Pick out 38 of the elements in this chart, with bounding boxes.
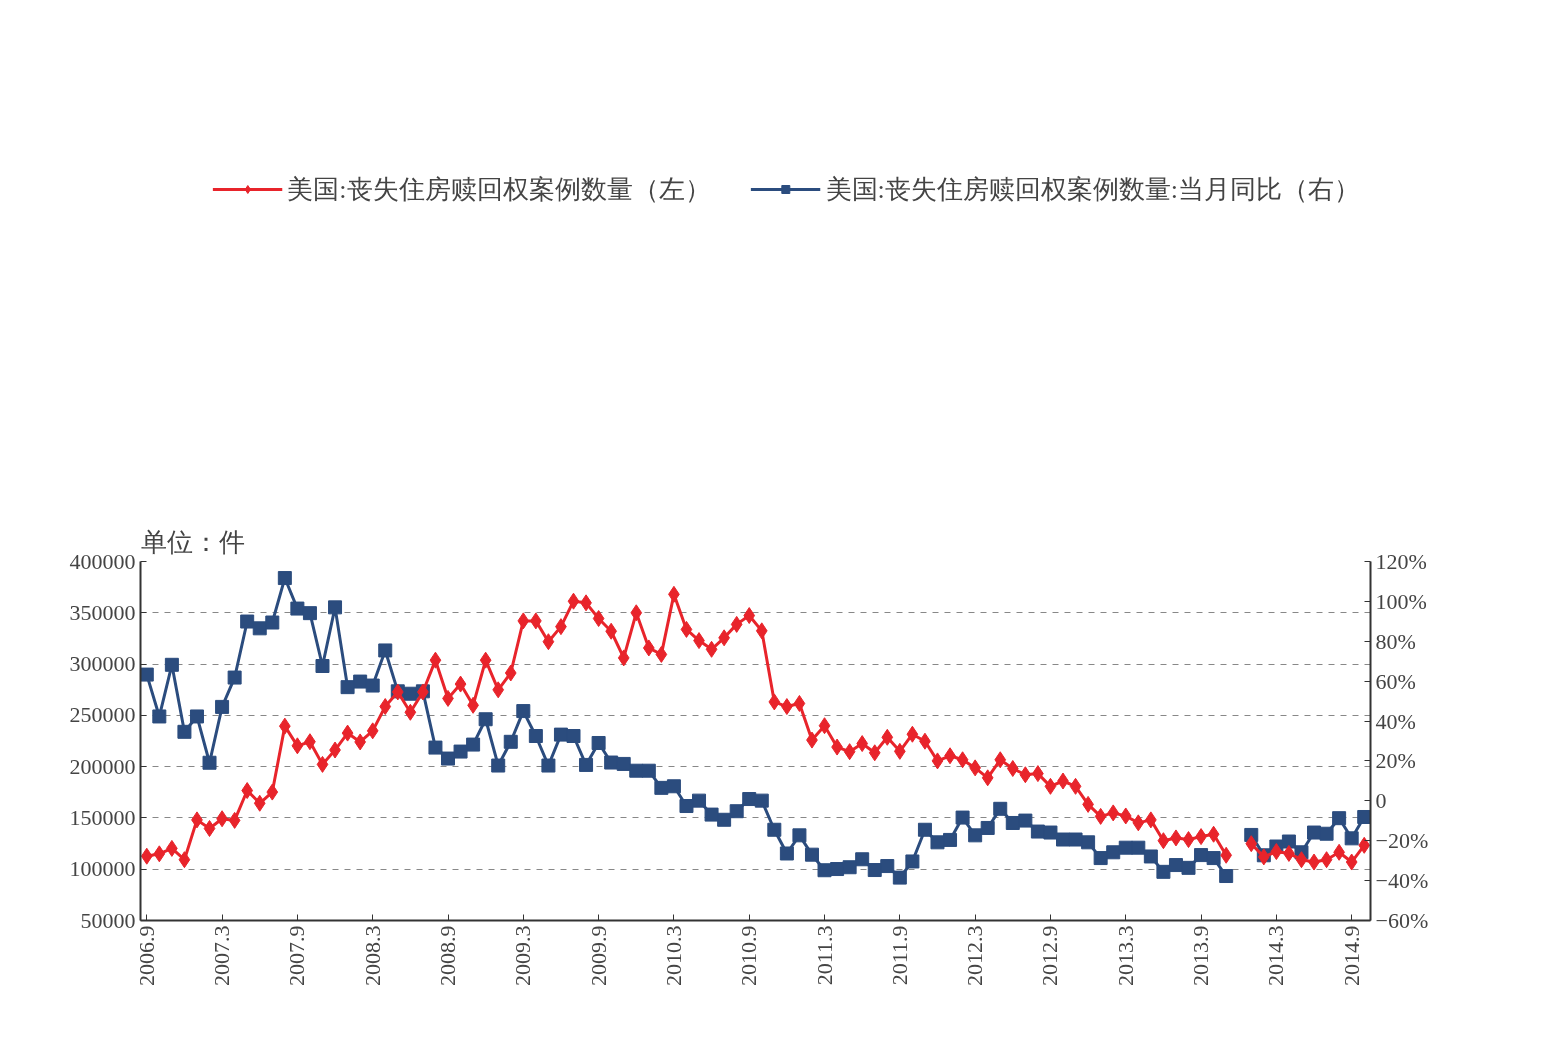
y-tick-label: 50000 xyxy=(80,907,136,933)
x-tick-label: 2010.3 xyxy=(660,925,686,986)
legend-label: 美国:丧失住房赎回权案例数量（左） xyxy=(287,173,711,206)
y2-tick-label: −60% xyxy=(1375,908,1429,933)
x-tick-label: 2014.9 xyxy=(1338,925,1364,986)
x-tick-label: 2013.9 xyxy=(1188,925,1214,986)
x-tick-label: 2008.9 xyxy=(435,925,460,986)
y2-tick-label: 100% xyxy=(1375,588,1427,614)
y2-tick-label: −40% xyxy=(1375,868,1429,894)
y2-tick-label: 120% xyxy=(1375,549,1427,574)
x-tick-label: 2010.9 xyxy=(736,925,762,986)
y2-tick-label: 40% xyxy=(1375,708,1416,734)
y-tick-label: 150000 xyxy=(69,804,136,830)
legend-label: 美国:丧失住房赎回权案例数量:当月同比（右） xyxy=(825,173,1360,206)
y-tick-label: 300000 xyxy=(69,651,136,677)
y-tick-label: 250000 xyxy=(69,702,136,728)
y-tick-label: 400000 xyxy=(69,548,136,574)
x-tick-label: 2014.3 xyxy=(1263,925,1289,986)
y-tick-label: 200000 xyxy=(69,753,136,779)
text: 单位：件 xyxy=(140,527,245,557)
x-tick-label: 2006.9 xyxy=(133,925,159,986)
x-tick-label: 2008.3 xyxy=(359,925,385,986)
x-tick-label: 2011.3 xyxy=(811,925,837,986)
x-tick-label: 2011.9 xyxy=(886,925,912,986)
y2-tick-label: 20% xyxy=(1375,748,1416,774)
x-tick-label: 2009.3 xyxy=(510,925,536,986)
y-tick-label: 100000 xyxy=(69,856,136,882)
y2-tick-label: −20% xyxy=(1375,828,1429,854)
x-tick-label: 2012.3 xyxy=(962,925,988,986)
y-tick-label: 350000 xyxy=(69,599,136,625)
y2-tick-label: 0 xyxy=(1375,788,1387,814)
y2-tick-label: 80% xyxy=(1375,628,1416,654)
x-tick-label: 2012.9 xyxy=(1037,925,1063,986)
x-tick-label: 2009.9 xyxy=(585,925,611,986)
x-tick-label: 2013.3 xyxy=(1112,925,1138,986)
x-tick-label: 2007.9 xyxy=(284,925,310,986)
x-tick-label: 2007.3 xyxy=(209,925,235,986)
y2-tick-label: 60% xyxy=(1375,668,1416,694)
